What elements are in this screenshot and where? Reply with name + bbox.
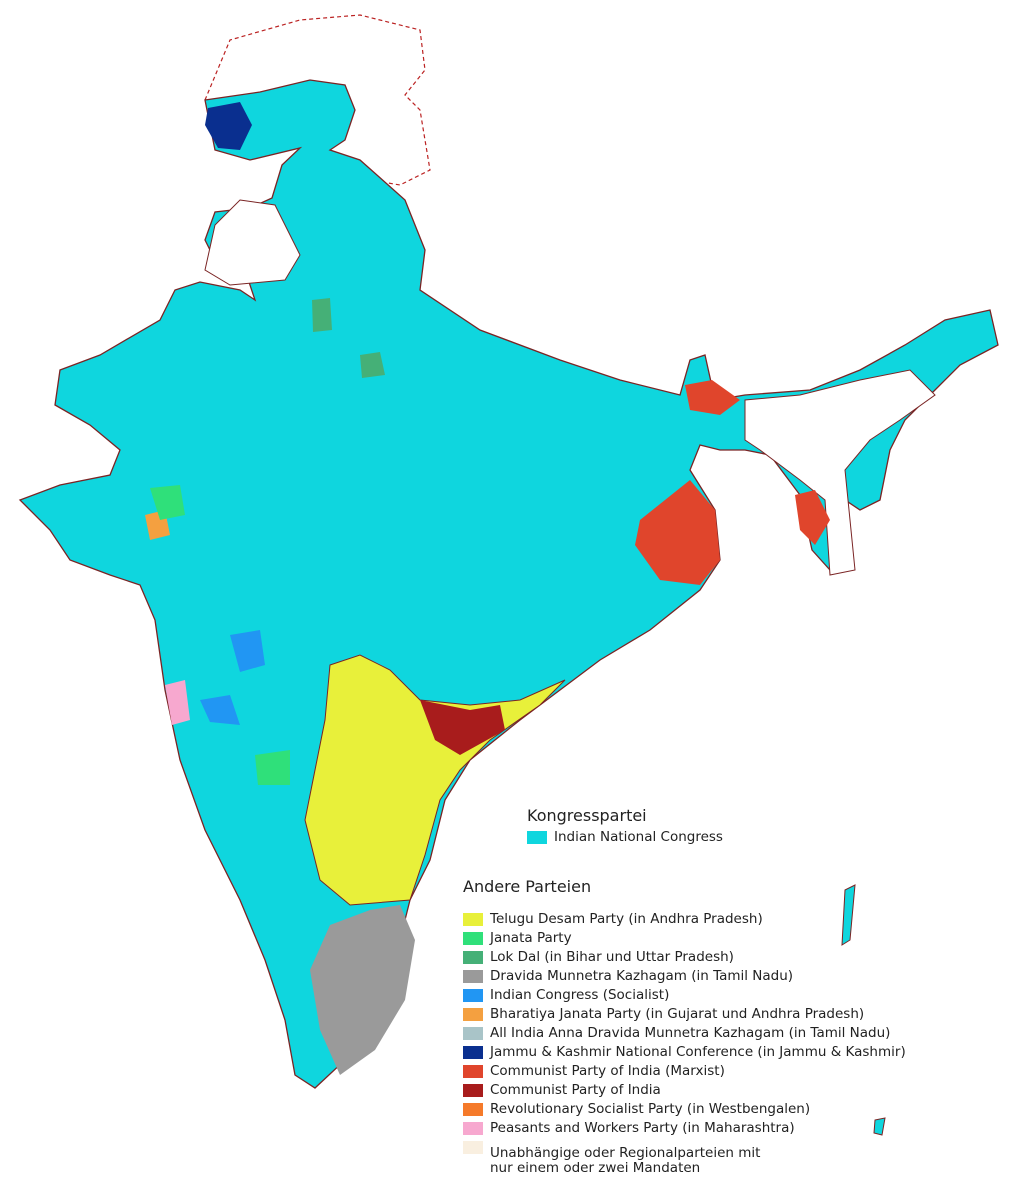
legend-swatch bbox=[463, 913, 483, 926]
gujarat-janata bbox=[150, 485, 185, 520]
legend-swatch bbox=[463, 1103, 483, 1116]
tripura bbox=[795, 490, 830, 545]
legend-label: Jammu & Kashmir National Conference (in … bbox=[490, 1044, 906, 1060]
kashmir-valley bbox=[205, 102, 252, 150]
andaman-islands bbox=[841, 884, 856, 946]
legend-swatch bbox=[463, 1084, 483, 1097]
legend-swatch bbox=[463, 1122, 483, 1135]
legend-label: Communist Party of India (Marxist) bbox=[490, 1063, 725, 1079]
legend-label: Peasants and Workers Party (in Maharasht… bbox=[490, 1120, 795, 1136]
legend-swatch bbox=[463, 1046, 483, 1059]
legend-swatch bbox=[463, 1027, 483, 1040]
legend-label: Indian Congress (Socialist) bbox=[490, 987, 670, 1003]
ics-patch bbox=[200, 695, 240, 725]
legend-swatch bbox=[463, 1065, 483, 1078]
punjab-region bbox=[204, 199, 301, 286]
legend-swatch bbox=[463, 932, 483, 945]
legend-label: Bharatiya Janata Party (in Gujarat und A… bbox=[490, 1006, 865, 1022]
bengal-north bbox=[685, 380, 740, 415]
northeast-region bbox=[744, 369, 936, 576]
lokdal-patch bbox=[360, 352, 385, 378]
legend-label: Unabhängige oder Regionalparteien mit nu… bbox=[490, 1145, 761, 1176]
maharashtra-pwp bbox=[165, 680, 190, 725]
legend-swatch bbox=[527, 831, 547, 844]
disputed-border bbox=[204, 14, 431, 186]
islands bbox=[841, 884, 886, 1136]
legend-label: Revolutionary Socialist Party (in Westbe… bbox=[490, 1101, 811, 1117]
legend-swatch bbox=[463, 970, 483, 983]
west-bengal bbox=[635, 480, 720, 585]
lokdal-patch bbox=[312, 298, 332, 332]
legend-label: Janata Party bbox=[490, 930, 572, 946]
legend-label: All India Anna Dravida Munnetra Kazhagam… bbox=[490, 1025, 891, 1041]
legend-title: Andere Parteien bbox=[463, 877, 592, 896]
legend-label: Telugu Desam Party (in Andhra Pradesh) bbox=[490, 911, 763, 927]
janata-patch bbox=[255, 750, 290, 785]
ics-patch bbox=[230, 630, 265, 672]
tamil-nadu bbox=[310, 905, 415, 1075]
legend-title: Kongresspartei bbox=[527, 806, 647, 825]
legend-label: Lok Dal (in Bihar und Uttar Pradesh) bbox=[490, 949, 734, 965]
india-mainland bbox=[18, 79, 999, 1089]
legend-label: Communist Party of India bbox=[490, 1082, 661, 1098]
legend-swatch bbox=[463, 989, 483, 1002]
legend-label: Indian National Congress bbox=[554, 829, 723, 845]
nicobar-islands bbox=[873, 1117, 886, 1136]
legend-label: Dravida Munnetra Kazhagam (in Tamil Nadu… bbox=[490, 968, 794, 984]
legend-swatch bbox=[463, 1141, 483, 1154]
legend-swatch bbox=[463, 1008, 483, 1021]
legend-swatch bbox=[463, 951, 483, 964]
andhra-cpi bbox=[420, 700, 505, 755]
